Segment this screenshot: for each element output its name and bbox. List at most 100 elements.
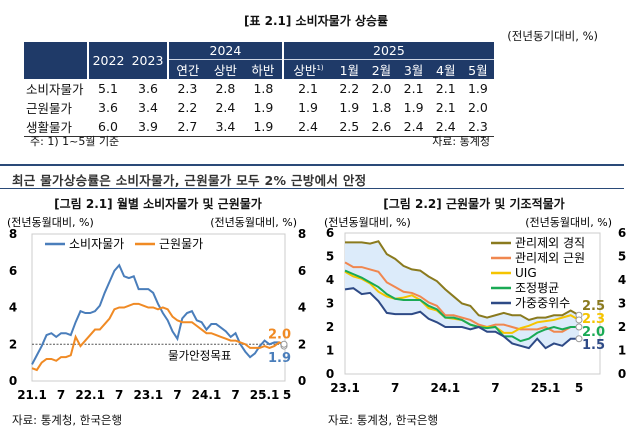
footnote-marker: 1) [316, 63, 324, 72]
y-tick-left: 4 [9, 301, 17, 315]
legend-label: 조정평균 [515, 281, 559, 295]
end-value-label: 1.9 [268, 351, 291, 366]
table-row: 소비자물가 5.1 3.6 2.3 2.8 1.8 2.1 2.2 2.0 2.1 2.1 1.9 [24, 79, 494, 98]
table-unit: (전년동기대비, %) [507, 29, 598, 43]
plot-area [344, 232, 601, 375]
y-tick-right: 6 [618, 226, 626, 240]
x-tick: 25.1 [250, 388, 280, 402]
end-value-label: 2.0 [582, 325, 605, 340]
x-tick: 7 [57, 388, 65, 402]
y-axis-label-right: (전년동월대비, %) [525, 216, 612, 229]
x-tick: 7 [173, 388, 181, 402]
table-cell: 2.1 [403, 80, 424, 96]
legend-label: 관리제외 근원 [515, 251, 585, 265]
y-tick-right: 2 [298, 337, 306, 351]
header-sub: 5월 [461, 59, 494, 79]
table-cell: 1.8 [253, 80, 274, 96]
table-cell: 2.4 [429, 116, 462, 137]
y-tick-right: 5 [618, 250, 626, 264]
table-cell: 2.3 [461, 116, 494, 137]
y-tick-right: 0 [298, 374, 306, 388]
table-cell: 2.0 [371, 80, 392, 96]
x-tick: 25.1 [531, 381, 561, 395]
end-marker [575, 316, 583, 324]
y-tick-right: 8 [298, 227, 306, 241]
legend-label: UIG [515, 266, 537, 280]
header-2023: 2023 [128, 42, 168, 79]
x-tick: 7 [231, 388, 239, 402]
y-tick-left: 2 [9, 337, 17, 351]
cpi-table: 2022 2023 2024 2025 연간 상반 하반 상반1) 1월 2월 … [24, 42, 494, 137]
x-tick: 24.1 [192, 388, 222, 402]
y-axis-label-left: (전년동월대비, %) [324, 216, 411, 229]
x-tick: 5 [575, 381, 583, 395]
table-row: 생활물가 6.0 3.9 2.7 3.4 1.9 2.4 2.5 2.6 2.4 2.4 2.3 [24, 116, 494, 137]
table-cell: 1.9 [403, 99, 424, 115]
header-2022: 2022 [87, 42, 128, 79]
y-tick-right: 4 [618, 273, 626, 287]
header-sub: 3월 [397, 59, 430, 79]
table-cell: 6.0 [88, 116, 128, 137]
chart1: (전년동월대비, %) (전년동월대비, %) 0 0 2 2 4 4 6 6 8 8 21.1 7 22.… [7, 216, 306, 402]
series-line-1 [31, 302, 285, 372]
table-cell: 3.6 [98, 99, 118, 115]
y-tick-right: 4 [298, 301, 306, 315]
table-cell: 1.9 [253, 99, 274, 115]
table-cell: 5.1 [98, 80, 118, 96]
series-line-1 [344, 261, 579, 333]
table-note: 주: 1) 1~5월 기준 [30, 135, 120, 148]
target-label: 물가안정목표 [168, 348, 231, 362]
table-cell: 2.7 [168, 116, 207, 137]
table-cell: 3.4 [206, 116, 244, 137]
table-cell: 2.4 [282, 116, 334, 137]
table-cell: 2.8 [215, 80, 236, 96]
y-tick-left: 1 [326, 344, 334, 358]
header-sub-label: 상반 [293, 62, 317, 78]
y-axis-label-left: (전년동월대비, %) [7, 216, 94, 229]
end-value-label: 2.3 [582, 312, 605, 327]
x-tick: 22.1 [75, 388, 105, 402]
legend-label: 관리제외 경직 [515, 236, 585, 250]
table-cell: 3.6 [138, 80, 158, 96]
y-tick-left: 0 [9, 374, 17, 388]
y-tick-left: 5 [326, 250, 334, 264]
y-tick-left: 6 [9, 264, 17, 278]
series-line-3 [344, 269, 579, 343]
section-title: 최근 물가상승률은 소비자물가, 근원물가 모두 2% 근방에서 안정 [0, 164, 624, 189]
header-sub: 2월 [365, 59, 398, 79]
table-cell: 2.5 [333, 116, 366, 137]
chart2-title: [그림 2.2] 근원물가 및 기조적물가 [383, 197, 565, 211]
table-cell: 1.8 [371, 99, 392, 115]
x-tick: 7 [391, 381, 399, 395]
end-marker [575, 335, 583, 343]
table-cell: 2.4 [215, 99, 236, 115]
plot-area [31, 233, 286, 382]
table-title: [표 2.1] 소비자물가 상승률 [243, 14, 389, 28]
table-cell: 2.6 [365, 116, 398, 137]
y-tick-left: 0 [326, 367, 334, 381]
x-tick: 5 [283, 388, 291, 402]
end-value-label: 1.5 [582, 338, 605, 353]
table-source: 자료: 통계청 [432, 135, 490, 148]
x-tick: 7 [491, 381, 499, 395]
header-sub: 상반1) [281, 59, 334, 79]
y-tick-left: 4 [326, 273, 334, 287]
series-line-0 [345, 240, 580, 322]
table-cell: 1.9 [339, 99, 360, 115]
y-tick-right: 2 [618, 320, 626, 334]
y-tick-left: 8 [9, 227, 17, 241]
row-label: 근원물가 [26, 100, 73, 116]
table-cell: 3.9 [128, 116, 168, 137]
header-sub: 하반 [244, 59, 283, 79]
series-line-4 [344, 287, 579, 350]
table-cell: 2.2 [339, 80, 360, 96]
header-sub: 1월 [333, 59, 366, 79]
header-sub: 4월 [429, 59, 462, 79]
legend-label: 소비자물가 [69, 237, 124, 251]
header-2025: 2025 [281, 42, 494, 60]
chart2-source: 자료: 통계청, 한국은행 [328, 413, 439, 427]
y-axis-label-right: (전년동월대비, %) [210, 216, 297, 229]
table-cell: 2.2 [177, 99, 198, 115]
end-marker [575, 323, 583, 331]
table-cell: 2.4 [397, 116, 430, 137]
